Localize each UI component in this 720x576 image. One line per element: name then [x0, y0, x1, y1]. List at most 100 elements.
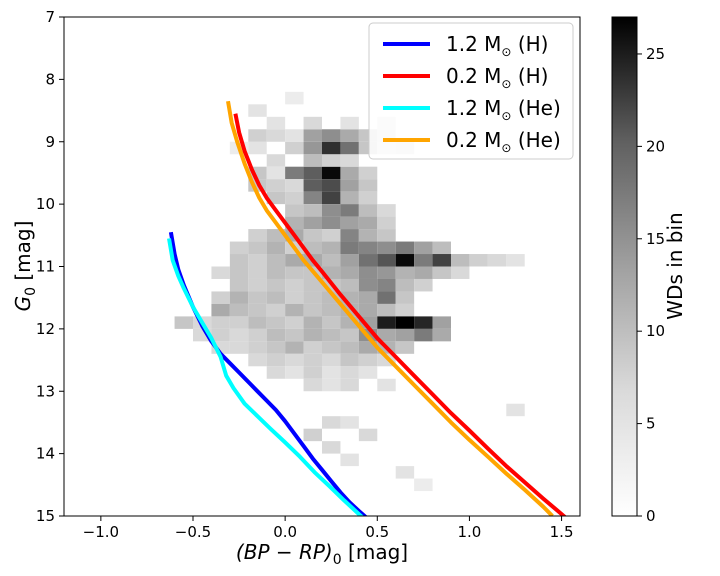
heatmap-bin — [285, 129, 304, 142]
heatmap-bin — [451, 254, 470, 267]
heatmap-bin — [303, 179, 322, 192]
heatmap-bin — [229, 341, 249, 354]
heatmap-bin — [285, 366, 304, 379]
y-tick-label: 10 — [36, 195, 55, 213]
heatmap-bin — [322, 353, 341, 367]
legend-label: 1.2 M⊙ (He) — [446, 96, 561, 123]
heatmap-bin — [322, 316, 341, 329]
heatmap-bin — [303, 353, 322, 367]
heatmap-bin — [303, 166, 322, 180]
heatmap-bin — [322, 216, 341, 230]
heatmap-bin — [377, 241, 396, 255]
y-axis-label-sub: 0 — [23, 287, 39, 296]
heatmap-bin — [248, 104, 267, 117]
heatmap-bin — [266, 291, 286, 304]
heatmap-bin — [248, 129, 267, 142]
heatmap-bin — [248, 341, 267, 354]
heatmap-bin — [266, 241, 286, 255]
heatmap-bin — [285, 179, 304, 192]
x-axis-ticks: −1.0 −0.5 0.0 0.5 1.0 1.5 — [83, 516, 574, 541]
heatmap-bin — [303, 229, 322, 242]
heatmap-bin — [506, 254, 525, 267]
heatmap-bin — [303, 204, 322, 217]
heatmap-bin — [340, 416, 359, 429]
heatmap-bin — [266, 116, 286, 130]
heatmap-bin — [340, 129, 359, 142]
heatmap-bin — [322, 141, 341, 155]
heatmap-bin — [395, 466, 415, 479]
heatmap-bin — [285, 341, 304, 354]
heatmap-bin — [248, 266, 267, 279]
legend-frame — [368, 22, 574, 160]
heatmap-bin — [432, 328, 451, 342]
heatmap-bin — [322, 179, 341, 192]
heatmap-bin — [377, 378, 396, 392]
heatmap-bin — [340, 254, 359, 267]
heatmap-bin — [340, 328, 359, 342]
model-curves — [167, 100, 567, 516]
heatmap-bin — [322, 378, 341, 392]
colorbar-label: WDs in bin — [663, 212, 687, 319]
heatmap-bin — [285, 328, 304, 342]
heatmap-bin — [174, 316, 193, 329]
heatmap-bin — [322, 441, 341, 454]
x-axis-label: (BP − RP)0 [mag] — [236, 540, 408, 568]
legend: 1.2 M⊙ (H) 0.2 M⊙ (H) 1.2 M⊙ (He) 0.2 M⊙ (H… — [368, 22, 574, 160]
heatmap-bin — [377, 291, 396, 304]
heatmap-bin — [266, 316, 286, 329]
heatmap-bin — [303, 303, 322, 317]
heatmap-bin — [358, 191, 378, 205]
heatmap-bin — [358, 291, 378, 304]
heatmap-bin — [322, 328, 341, 342]
heatmap-bin — [358, 366, 378, 379]
heatmap-bin — [414, 478, 433, 492]
heatmap-bin — [322, 154, 341, 167]
heatmap-bin — [229, 266, 249, 279]
heatmap-bin — [340, 266, 359, 279]
y-tick-label: 7 — [45, 8, 55, 26]
heatmap-bin — [322, 241, 341, 255]
heatmap-bin — [266, 366, 286, 379]
heatmap-bin — [414, 266, 433, 279]
heatmap-bin — [303, 278, 322, 292]
heatmap-bin — [377, 229, 396, 242]
colorbar-gradient — [611, 16, 638, 517]
heatmap-bin — [340, 191, 359, 205]
heatmap-bin — [211, 303, 230, 317]
heatmap-bin — [322, 416, 341, 429]
heatmap-bin — [414, 278, 433, 292]
heatmap-bin — [395, 291, 415, 304]
heatmap-bin — [487, 254, 507, 267]
y-axis-label-unit: [mag] — [11, 221, 35, 287]
heatmap-bin — [285, 353, 304, 367]
heatmap-bin — [322, 341, 341, 354]
heatmap-bin — [358, 241, 378, 255]
heatmap-bin — [340, 278, 359, 292]
heatmap-bin — [340, 166, 359, 180]
x-tick-label: 0.5 — [365, 523, 389, 541]
heatmap-bin — [303, 116, 322, 130]
heatmap-bin — [266, 328, 286, 342]
heatmap-bin — [395, 341, 415, 354]
heatmap-bin — [340, 453, 359, 467]
heatmap-bin — [322, 129, 341, 142]
heatmap-bin — [211, 266, 230, 279]
heatmap-bin — [395, 328, 415, 342]
heatmap-bin — [248, 353, 267, 367]
heatmap-bin — [377, 266, 396, 279]
heatmap-bin — [322, 366, 341, 379]
heatmap-bin — [340, 141, 359, 155]
x-axis-label-unit: [mag] — [342, 540, 408, 564]
legend-entries: 1.2 M⊙ (H) 0.2 M⊙ (H) 1.2 M⊙ (He) 0.2 M⊙ (H… — [383, 32, 561, 155]
heatmap-bin — [395, 278, 415, 292]
heatmap-bin — [395, 303, 415, 317]
x-tick-label: 1.0 — [457, 523, 481, 541]
heatmap-bin — [377, 278, 396, 292]
colorbar-tick-label: 15 — [646, 230, 665, 248]
heatmap-bin — [303, 316, 322, 329]
y-tick-label: 13 — [36, 382, 55, 400]
heatmap-bin — [266, 179, 286, 192]
heatmap-bin — [266, 303, 286, 317]
heatmap-bin — [340, 378, 359, 392]
